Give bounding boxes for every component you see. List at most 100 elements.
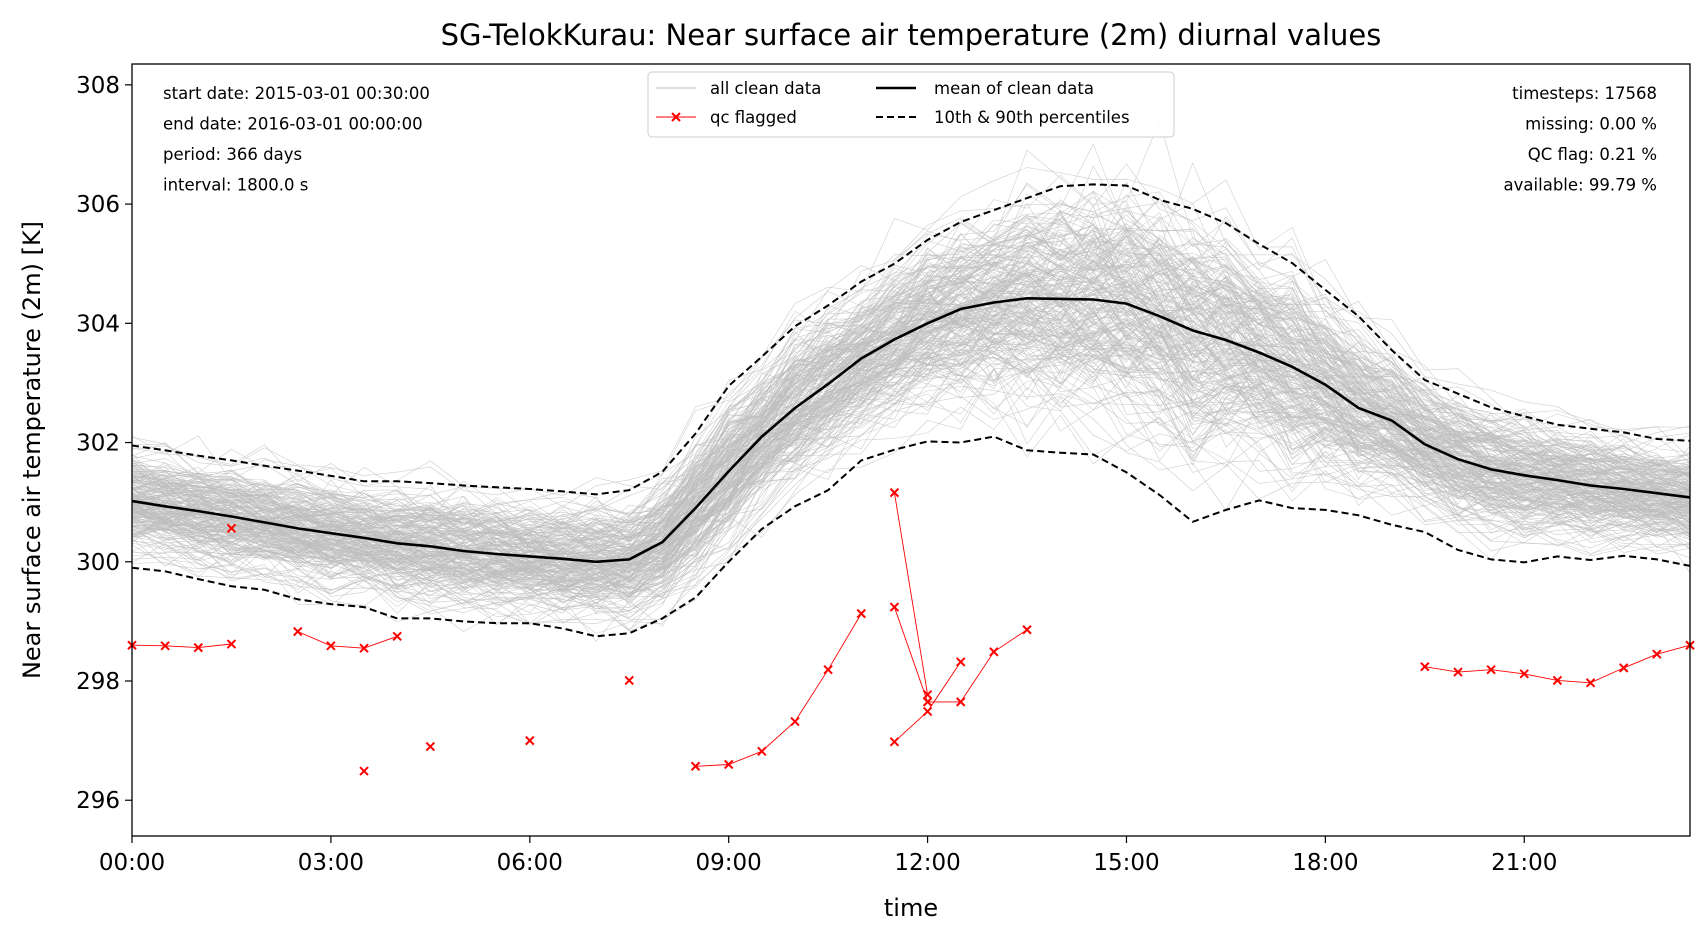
qc-flagged-point <box>989 647 999 657</box>
qc-flagged-point <box>690 761 701 771</box>
clean-data-trace <box>132 209 1690 551</box>
clean-data-trace <box>132 297 1690 574</box>
clean-data-trace <box>132 220 1690 533</box>
qc-flagged-point <box>922 706 933 717</box>
clean-data-trace <box>132 310 1690 595</box>
legend-box <box>647 71 1175 138</box>
clean-data-trace <box>132 216 1690 524</box>
qc-flagged-line <box>893 606 1028 703</box>
clean-data-trace <box>132 191 1690 513</box>
qc-flagged-point <box>293 626 303 637</box>
x-tick-label: 06:00 <box>497 850 563 876</box>
clean-data-trace <box>132 236 1690 547</box>
qc-flagged-point <box>1585 678 1596 688</box>
x-tick-label: 15:00 <box>1093 850 1159 876</box>
clean-data-trace <box>132 297 1690 599</box>
clean-data-trace <box>132 364 1690 626</box>
x-tick-label: 09:00 <box>696 850 762 876</box>
clean-data-trace <box>132 229 1690 545</box>
clean-data-trace <box>132 231 1690 565</box>
qc-flagged-point <box>1486 664 1496 675</box>
clean-data-trace <box>132 149 1690 496</box>
clean-data-trace <box>132 191 1690 536</box>
clean-data-trace <box>132 234 1690 538</box>
clean-data-trace <box>132 304 1690 609</box>
annotation-right-line: missing: 0.00 % <box>1525 115 1657 134</box>
clean-data-trace <box>132 201 1690 517</box>
clean-data-trace <box>132 256 1690 546</box>
qc-flagged-line <box>695 613 862 767</box>
legend-label-mean: mean of clean data <box>934 79 1094 98</box>
qc-flagged-line <box>1424 644 1691 684</box>
qc-flagged-point <box>757 746 767 757</box>
y-tick-label: 300 <box>76 550 120 576</box>
qc-flagged-point <box>1420 661 1430 672</box>
legend-label-clean: all clean data <box>710 79 821 98</box>
qc-flagged-point <box>922 690 933 700</box>
clean-data-trace <box>132 387 1690 624</box>
y-tick-label: 298 <box>76 669 120 695</box>
clean-data-trace <box>132 233 1690 546</box>
annotation-left-line: interval: 1800.0 s <box>163 176 308 195</box>
clean-data-trace <box>132 312 1690 576</box>
qc-flagged-point <box>160 641 170 651</box>
x-axis-label: time <box>884 894 938 922</box>
qc-flagged-point <box>1453 667 1463 677</box>
qc-flagged-point <box>359 766 369 776</box>
left-annotation-block: start date: 2015-03-01 00:30:00 end date:… <box>163 84 430 195</box>
y-axis-label: Near surface air temperature (2m) [K] <box>18 221 46 679</box>
qc-flagged-point <box>1652 649 1662 659</box>
clean-data-trace <box>132 143 1690 524</box>
clean-data-trace <box>132 167 1690 507</box>
clean-data-trace <box>132 329 1690 601</box>
clean-data-trace <box>132 199 1690 530</box>
qc-flagged-point <box>1618 663 1629 673</box>
qc-flagged-point <box>1519 669 1529 679</box>
qc-flagged-point <box>525 735 535 746</box>
clean-data-trace <box>132 261 1690 572</box>
qc-flagged-point <box>790 716 800 727</box>
clean-data-trace <box>132 327 1690 596</box>
qc-flagged-point <box>193 642 204 653</box>
annotation-left-line: start date: 2015-03-01 00:30:00 <box>163 84 430 103</box>
qc-flagged-series <box>127 487 1695 776</box>
annotation-left-line: end date: 2016-03-01 00:00:00 <box>163 115 423 134</box>
percentile-90-line <box>132 183 1690 496</box>
clean-data-trace <box>132 286 1690 585</box>
clean-data-trace <box>132 333 1690 595</box>
y-tick-label: 296 <box>76 788 120 814</box>
clean-data-trace <box>132 305 1690 589</box>
qc-flagged-point <box>956 657 966 667</box>
x-tick-label: 21:00 <box>1491 850 1557 876</box>
clean-data-trace <box>132 210 1690 557</box>
clean-data-trace <box>132 254 1690 555</box>
clean-data-trace <box>132 248 1690 560</box>
qc-flagged-point <box>226 523 237 534</box>
y-tick-label: 308 <box>76 73 120 99</box>
qc-flagged-point <box>823 664 833 675</box>
x-tick-label: 12:00 <box>894 850 960 876</box>
clean-data-trace <box>132 197 1690 535</box>
qc-flagged-point <box>226 639 237 649</box>
annotation-right-line: timesteps: 17568 <box>1512 84 1657 103</box>
clean-data-trace <box>132 305 1690 604</box>
legend: all clean data qc flagged mean of clean … <box>647 71 1175 138</box>
clean-data-trace <box>132 349 1690 631</box>
clean-data-trace <box>132 252 1690 553</box>
qc-flagged-point <box>922 697 933 707</box>
qc-flagged-point <box>889 737 900 747</box>
y-tick-label: 304 <box>76 311 120 337</box>
annotation-left-line: period: 366 days <box>163 145 302 164</box>
clean-data-trace <box>132 234 1690 559</box>
y-tick-label: 302 <box>76 431 120 457</box>
clean-data-trace <box>132 385 1690 612</box>
qc-flagged-point <box>723 759 734 770</box>
qc-flagged-point <box>956 697 966 707</box>
y-axis: 296 298 300 302 304 306 308 <box>76 73 132 814</box>
clean-data-trace <box>132 276 1690 571</box>
qc-flagged-point <box>1022 625 1032 635</box>
qc-flagged-point <box>624 675 634 686</box>
qc-flagged-line <box>297 631 398 649</box>
